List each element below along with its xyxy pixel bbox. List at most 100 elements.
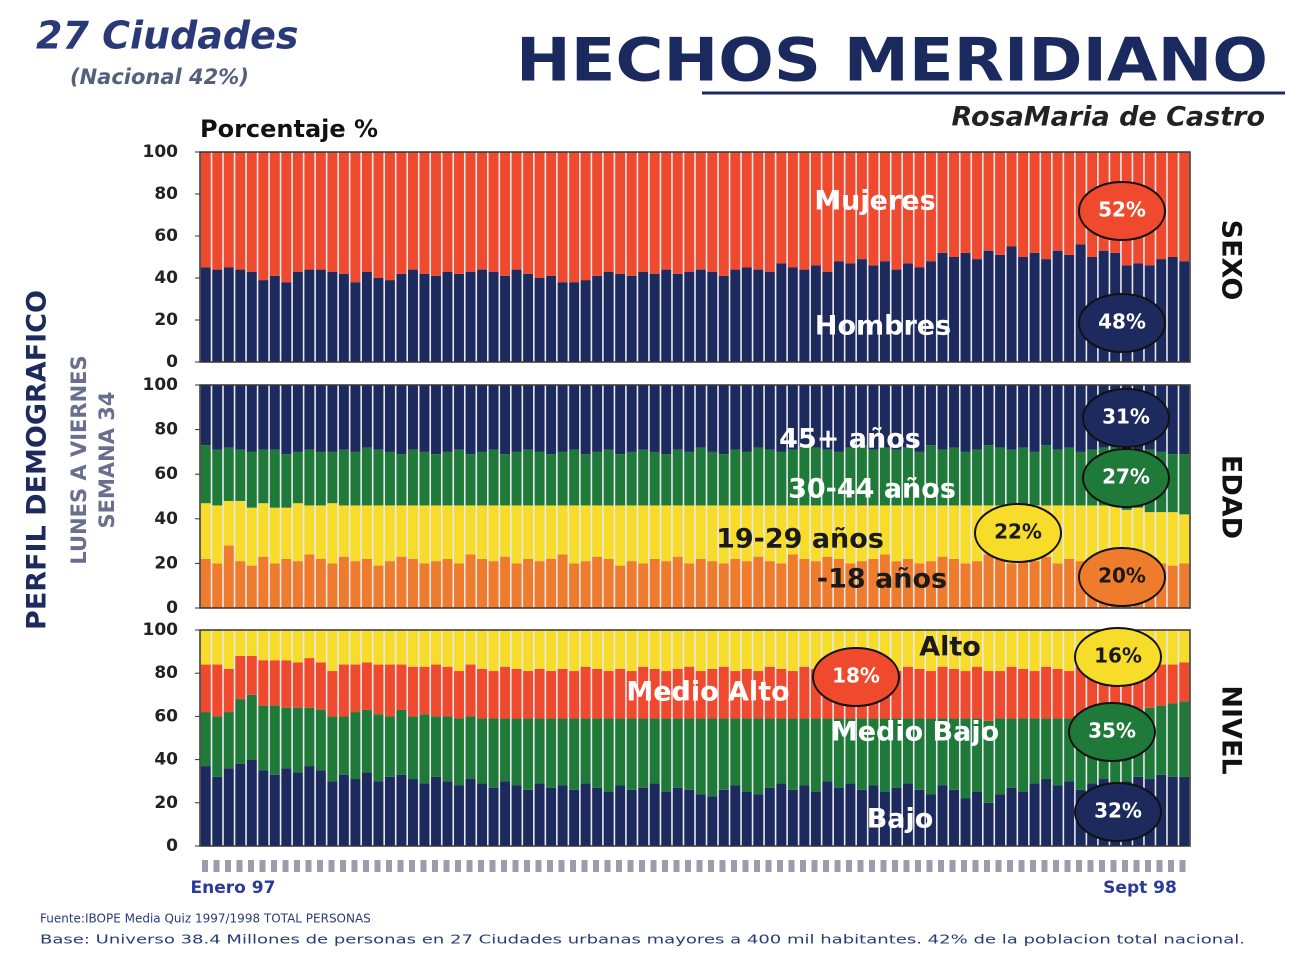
bar-segment [868, 265, 879, 362]
bar-segment [1179, 454, 1190, 515]
bar-segment [949, 668, 959, 719]
bar-segment [1075, 451, 1086, 506]
bar-segment [523, 718, 534, 790]
bar-segment [903, 447, 913, 506]
bar-segment [672, 718, 683, 788]
bar-segment [1075, 666, 1086, 719]
bar-segment [292, 451, 303, 504]
bar-segment [856, 152, 867, 260]
bar-segment [546, 152, 557, 276]
bar-segment [741, 267, 752, 362]
bar-segment [764, 449, 775, 506]
x-tick-mark [466, 860, 473, 872]
bar-segment [200, 503, 211, 559]
bar-segment [753, 152, 764, 270]
bar-segment [718, 718, 729, 790]
cities: 27 Ciudades [36, 14, 299, 58]
bar-segment [384, 561, 395, 608]
bar-segment [707, 561, 718, 608]
bar-segment [246, 630, 257, 656]
bar-segment [810, 265, 821, 362]
x-tick-mark [846, 860, 852, 872]
bar-segment [1167, 664, 1178, 704]
bar-segment [557, 554, 568, 608]
bar-segment [500, 718, 511, 782]
bar-segment [592, 787, 603, 846]
bar-segment [304, 630, 315, 659]
bar-segment [212, 563, 223, 608]
bar-segment [649, 668, 660, 719]
bar-segment [431, 561, 441, 608]
callout-label: 27% [1102, 465, 1150, 489]
x-tick-mark [397, 860, 404, 872]
bar-segment [776, 152, 787, 264]
bar-segment [856, 505, 867, 562]
bar-segment [373, 505, 384, 566]
bar-segment [534, 668, 545, 719]
bar-segment [960, 152, 971, 253]
bar-segment [534, 783, 545, 846]
x-tick-mark [857, 860, 864, 872]
bar-segment [396, 774, 407, 846]
x-tick-mark [236, 860, 243, 872]
bar-segment [603, 271, 614, 362]
bar-segment [419, 385, 430, 452]
bar-segment [396, 556, 407, 608]
bar-segment [649, 152, 660, 274]
bar-segment [569, 152, 580, 283]
bar-segment [246, 385, 257, 452]
bar-segment [753, 556, 764, 608]
series-label: 30-44 años [788, 474, 956, 505]
x-tick-mark [340, 860, 346, 872]
bar-segment [615, 505, 626, 566]
y-tick-label: 40 [154, 268, 178, 288]
bar-segment [350, 630, 361, 665]
bar-segment [396, 273, 407, 362]
bar-segment [557, 630, 568, 669]
side-label: SEXO [1216, 220, 1247, 301]
bar-segment [246, 759, 257, 846]
bar-segment [1064, 630, 1075, 672]
bar-segment [926, 385, 936, 446]
bar-segment [1052, 668, 1063, 719]
bar-segment [753, 794, 764, 846]
bar-segment [926, 630, 936, 672]
bar-segment [269, 385, 280, 450]
bar-segment [1064, 718, 1075, 782]
bar-segment [914, 267, 925, 362]
side-label: EDAD [1216, 455, 1247, 539]
bar-segment [995, 718, 1006, 795]
bar-segment [431, 776, 441, 846]
bar-segment [776, 718, 787, 784]
bar-segment [787, 267, 798, 362]
bar-segment [546, 787, 557, 846]
bar-segment [327, 630, 338, 672]
x-tick-mark [271, 860, 277, 872]
bar-segment [937, 505, 948, 557]
bar-segment [569, 563, 580, 608]
bar-segment [534, 718, 545, 784]
bar-segment [454, 273, 464, 362]
bar-segment [408, 449, 418, 506]
side-days: LUNES A VIERNES [67, 355, 91, 564]
bar-segment [845, 152, 856, 264]
bar-segment [787, 630, 798, 672]
bar-segment [361, 385, 372, 448]
bar-segment [626, 505, 637, 562]
bar-segment [327, 385, 338, 452]
bar-segment [960, 505, 971, 564]
bar-segment [523, 630, 534, 672]
bar-segment [949, 505, 959, 559]
bar-segment [396, 152, 407, 274]
bar-segment [661, 454, 672, 506]
bar-segment [431, 664, 441, 717]
bar-segment [327, 671, 338, 717]
bar-segment [431, 630, 441, 665]
bar-segment [442, 152, 453, 272]
bar-segment [741, 451, 752, 506]
bar-segment [1041, 445, 1052, 506]
bar-segment [833, 558, 844, 608]
x-tick-mark [248, 860, 254, 872]
side-title: PERFIL DEMOGRAFICO [22, 290, 53, 630]
bar-segment [200, 766, 211, 846]
